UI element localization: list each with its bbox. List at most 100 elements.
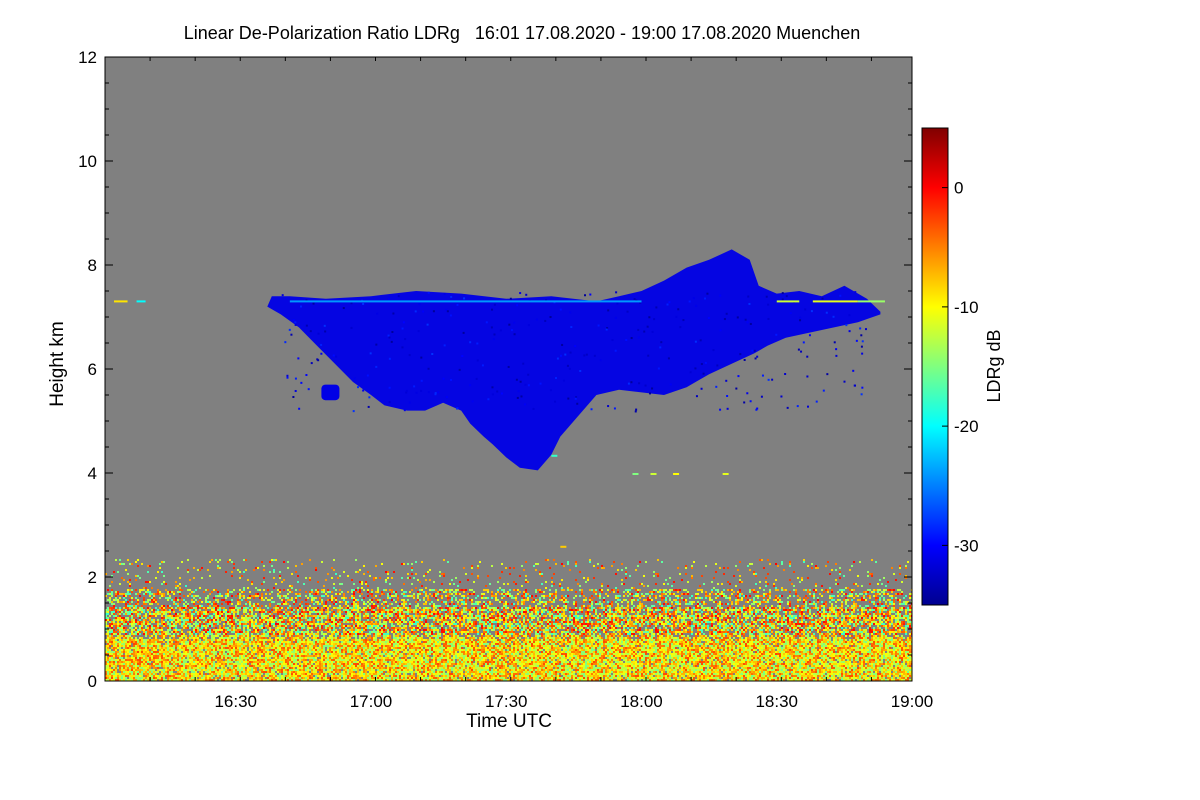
aerosol-pixel xyxy=(335,625,337,627)
aerosol-pixel xyxy=(135,667,137,669)
aerosol-pixel xyxy=(115,649,117,651)
aerosol-pixel xyxy=(277,609,279,611)
aerosol-pixel xyxy=(207,639,209,641)
aerosol-pixel xyxy=(289,623,291,625)
aerosol-pixel xyxy=(313,645,315,647)
aerosol-pixel xyxy=(147,663,149,665)
aerosol-pixel xyxy=(147,649,149,651)
aerosol-pixel xyxy=(293,653,295,655)
aerosol-pixel xyxy=(147,665,149,667)
aerosol-pixel xyxy=(371,591,373,593)
aerosol-pixel xyxy=(201,567,203,569)
aerosol-pixel xyxy=(231,651,233,653)
aerosol-pixel xyxy=(163,611,165,613)
aerosol-pixel xyxy=(165,661,167,663)
aerosol-pixel xyxy=(327,629,329,631)
aerosol-pixel xyxy=(287,621,289,623)
aerosol-pixel xyxy=(137,623,139,625)
aerosol-pixel xyxy=(193,647,195,649)
aerosol-pixel xyxy=(193,627,195,629)
aerosol-pixel xyxy=(293,673,295,675)
aerosol-pixel xyxy=(161,663,163,665)
aerosol-pixel xyxy=(111,663,113,665)
aerosol-pixel xyxy=(153,673,155,675)
aerosol-pixel xyxy=(215,619,217,621)
aerosol-pixel xyxy=(285,637,287,639)
aerosol-pixel xyxy=(203,639,205,641)
aerosol-pixel xyxy=(353,589,355,591)
aerosol-pixel xyxy=(189,641,191,643)
aerosol-pixel xyxy=(111,633,113,635)
aerosol-pixel xyxy=(313,621,315,623)
aerosol-pixel xyxy=(119,651,121,653)
aerosol-pixel xyxy=(169,657,171,659)
aerosol-pixel xyxy=(289,641,291,643)
aerosol-pixel xyxy=(367,601,369,603)
aerosol-pixel xyxy=(129,585,131,587)
aerosol-pixel xyxy=(153,641,155,643)
aerosol-pixel xyxy=(135,623,137,625)
aerosol-pixel xyxy=(255,669,257,671)
aerosol-pixel xyxy=(143,647,145,649)
aerosol-pixel xyxy=(187,569,189,571)
aerosol-pixel xyxy=(307,663,309,665)
aerosol-pixel xyxy=(167,665,169,667)
aerosol-pixel xyxy=(339,629,341,631)
aerosol-pixel xyxy=(355,655,357,657)
aerosol-pixel xyxy=(217,633,219,635)
aerosol-pixel xyxy=(361,639,363,641)
aerosol-pixel xyxy=(353,583,355,585)
aerosol-pixel xyxy=(249,675,251,677)
aerosol-pixel xyxy=(131,661,133,663)
aerosol-pixel xyxy=(125,651,127,653)
aerosol-pixel xyxy=(279,669,281,671)
aerosol-pixel xyxy=(193,635,195,637)
aerosol-pixel xyxy=(369,635,371,637)
aerosol-pixel xyxy=(289,667,291,669)
aerosol-pixel xyxy=(201,577,203,579)
aerosol-pixel xyxy=(275,651,277,653)
aerosol-pixel xyxy=(345,635,347,637)
aerosol-pixel xyxy=(279,597,281,599)
aerosol-pixel xyxy=(225,667,227,669)
aerosol-pixel xyxy=(277,655,279,657)
aerosol-pixel xyxy=(109,673,111,675)
aerosol-pixel xyxy=(257,605,259,607)
aerosol-pixel xyxy=(265,611,267,613)
aerosol-pixel xyxy=(287,561,289,563)
aerosol-pixel xyxy=(167,621,169,623)
aerosol-pixel xyxy=(221,641,223,643)
aerosol-pixel xyxy=(241,621,243,623)
aerosol-pixel xyxy=(165,673,167,675)
aerosol-pixel xyxy=(313,673,315,675)
aerosol-pixel xyxy=(231,659,233,661)
aerosol-pixel xyxy=(359,619,361,621)
aerosol-pixel xyxy=(363,679,365,681)
aerosol-pixel xyxy=(295,665,297,667)
aerosol-pixel xyxy=(331,673,333,675)
aerosol-pixel xyxy=(137,565,139,567)
aerosol-pixel xyxy=(187,605,189,607)
aerosol-pixel xyxy=(163,669,165,671)
aerosol-pixel xyxy=(241,661,243,663)
aerosol-pixel xyxy=(183,623,185,625)
aerosol-pixel xyxy=(373,579,375,581)
aerosol-pixel xyxy=(139,641,141,643)
aerosol-pixel xyxy=(227,643,229,645)
aerosol-pixel xyxy=(179,607,181,609)
aerosol-pixel xyxy=(339,673,341,675)
aerosol-pixel xyxy=(111,665,113,667)
aerosol-pixel xyxy=(185,613,187,615)
aerosol-pixel xyxy=(267,589,269,591)
aerosol-pixel xyxy=(371,589,373,591)
aerosol-pixel xyxy=(301,675,303,677)
aerosol-pixel xyxy=(123,595,125,597)
aerosol-pixel xyxy=(249,629,251,631)
aerosol-pixel xyxy=(149,651,151,653)
aerosol-pixel xyxy=(361,665,363,667)
aerosol-pixel xyxy=(289,605,291,607)
aerosol-pixel xyxy=(367,615,369,617)
aerosol-pixel xyxy=(281,633,283,635)
aerosol-pixel xyxy=(175,651,177,653)
aerosol-pixel xyxy=(129,627,131,629)
